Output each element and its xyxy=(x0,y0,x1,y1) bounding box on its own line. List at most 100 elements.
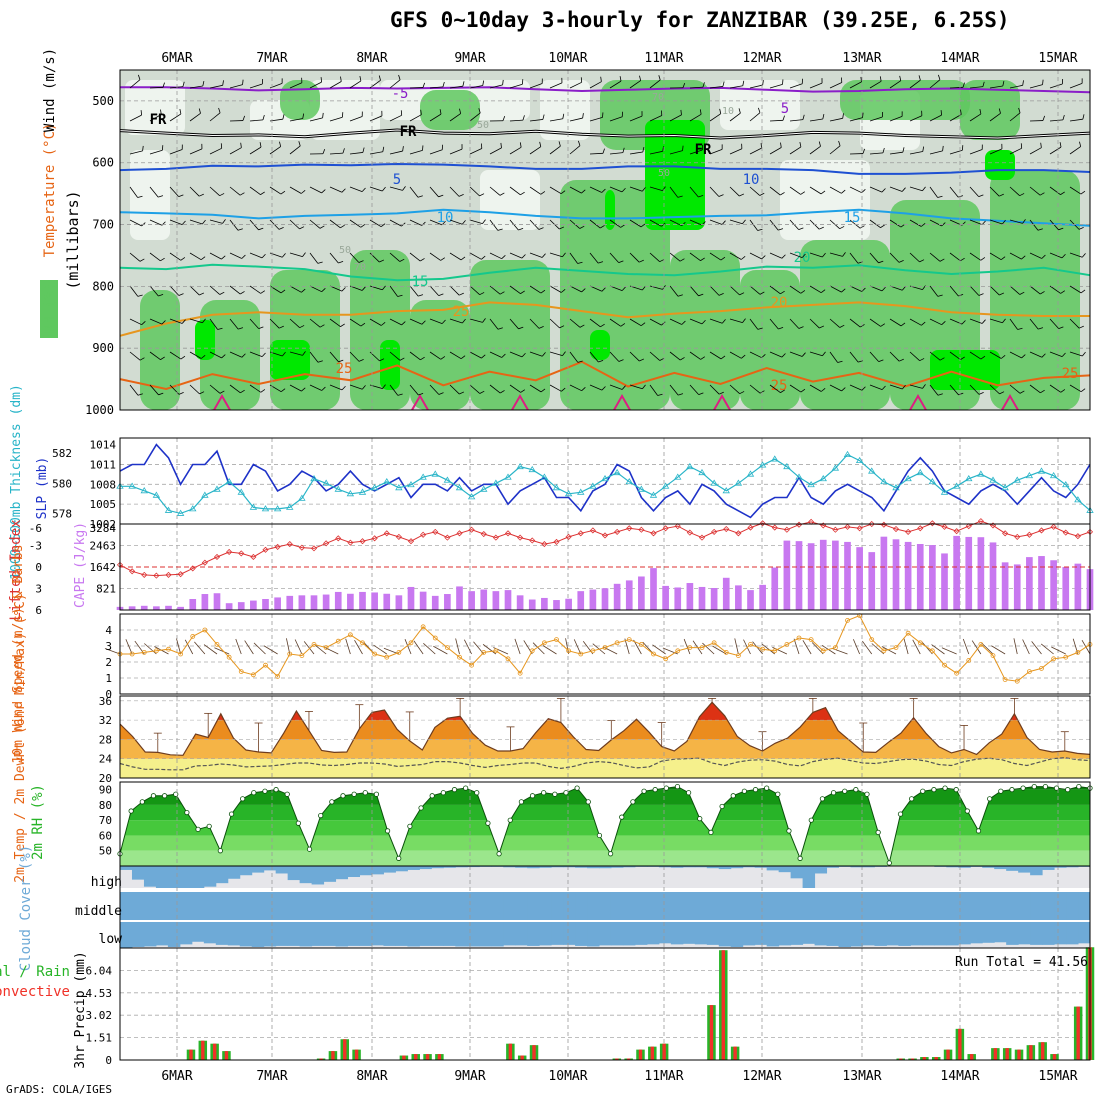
cloud-middle-bar xyxy=(155,892,169,920)
lifted-index-point xyxy=(177,571,184,578)
wind-barb xyxy=(689,351,701,360)
wind-barb xyxy=(689,219,703,226)
cloud-high-bar xyxy=(167,866,181,888)
wind-barb xyxy=(289,118,303,122)
rh-legend-swatch xyxy=(40,280,58,338)
surface-wind-barb xyxy=(802,640,812,655)
rh-saturated-region xyxy=(605,190,615,230)
date-label-top: 8MAR xyxy=(356,51,387,66)
wind-barb xyxy=(329,384,343,391)
wind-barb-feather xyxy=(279,141,282,147)
isotherm-line xyxy=(119,360,1091,391)
cloud-middle-bar xyxy=(790,892,804,920)
rh-point xyxy=(128,808,134,814)
wind-barb-feather xyxy=(482,219,486,224)
lifted-index-point xyxy=(432,528,439,535)
lifted-index-point xyxy=(735,530,742,537)
wind-barb xyxy=(549,318,560,329)
wind-speed-point xyxy=(541,640,547,646)
surface-wind-barb xyxy=(1031,641,1042,655)
wind-barb-feather xyxy=(499,291,505,295)
wind-barb-feather xyxy=(562,252,566,258)
cape-bar xyxy=(541,597,548,610)
wind-barb-feather xyxy=(380,223,386,228)
cloud-middle-bar xyxy=(479,892,492,920)
wind-speed-point xyxy=(663,656,669,662)
precip-tick-label: 6.04 xyxy=(86,964,113,977)
wind-barb xyxy=(149,252,161,262)
wind-barb xyxy=(129,186,138,198)
wind-barb-feather xyxy=(919,259,925,263)
wind-barb xyxy=(869,285,883,292)
wind-barb xyxy=(289,351,303,356)
wind-barb xyxy=(489,84,503,89)
wind-barb-feather xyxy=(522,115,525,121)
wind-barb xyxy=(189,252,202,261)
cloud-low-bar xyxy=(419,922,432,946)
cloud-middle-bar xyxy=(575,892,588,920)
wind-barb-feather xyxy=(841,387,846,392)
cloud-low-bar xyxy=(371,922,384,946)
thickness-tick-label: 582 xyxy=(52,447,72,460)
wind-barb xyxy=(729,148,743,155)
wind-barb-feather xyxy=(219,291,225,295)
wind-tick-label: 0 xyxy=(105,688,112,701)
wind-barb-feather xyxy=(820,289,826,294)
rh-point xyxy=(407,823,413,829)
wind-barb-feather xyxy=(501,353,506,358)
wind-barb xyxy=(669,186,679,198)
wind-barb xyxy=(829,252,843,257)
wind-barb-feather xyxy=(1001,355,1006,359)
cloud-middle-bar xyxy=(742,892,756,920)
temp-tick-label: 32 xyxy=(99,714,112,727)
wind-barb-feather xyxy=(900,322,906,327)
wind-barb xyxy=(849,318,861,328)
wind-barb-feather xyxy=(822,113,825,120)
cloud-middle-bar xyxy=(275,892,289,920)
wind-barb-feather xyxy=(980,257,986,261)
rh-point xyxy=(808,817,814,823)
cape-bar xyxy=(165,605,172,610)
wind-speed-point xyxy=(869,637,875,642)
wind-speed-point xyxy=(1014,678,1020,684)
date-label-bottom: 11MAR xyxy=(644,1069,683,1084)
wind-barb xyxy=(169,384,180,395)
rh-point xyxy=(496,851,502,857)
wind-barb xyxy=(489,384,501,394)
wind-barb xyxy=(129,219,142,227)
wind-barb-feather xyxy=(682,82,686,88)
wind-speed-point xyxy=(990,653,996,658)
wind-barb-feather xyxy=(479,292,485,296)
date-label-top: 10MAR xyxy=(548,51,587,66)
cloud-low-bar xyxy=(790,922,804,945)
rh-saturated-region xyxy=(930,350,1000,390)
cape-bar xyxy=(1001,562,1009,610)
lifted-index-point xyxy=(250,553,257,561)
wind-barb-feather xyxy=(742,318,746,323)
cloud-low-bar xyxy=(287,922,301,946)
wind-barb xyxy=(889,252,900,263)
cloud-middle-bar xyxy=(491,892,504,920)
wind-speed-point xyxy=(1063,654,1069,660)
wind-barb xyxy=(489,219,499,231)
wind-barb xyxy=(949,252,961,262)
surface-wind-barb xyxy=(473,641,485,655)
wind-barb-feather xyxy=(640,322,646,327)
cloud-middle-bar xyxy=(1018,892,1031,920)
wind-barb xyxy=(949,114,962,122)
wind-barb-feather xyxy=(901,286,906,291)
wind-barb-feather xyxy=(317,261,323,264)
wind-barb xyxy=(469,318,483,323)
wind-barb-feather xyxy=(722,81,725,87)
wind-barb xyxy=(609,116,623,122)
cloud-high-bar xyxy=(622,866,636,868)
rh-point xyxy=(541,790,547,796)
wind-barb-feather xyxy=(417,195,423,198)
rh-point xyxy=(295,820,301,826)
wind-barb xyxy=(389,351,401,361)
wind-barb xyxy=(229,186,241,196)
wind-barb xyxy=(589,252,599,264)
cloud-low-bar xyxy=(539,922,552,946)
wind-barb xyxy=(629,219,642,228)
cloud-low-bar xyxy=(347,922,361,946)
